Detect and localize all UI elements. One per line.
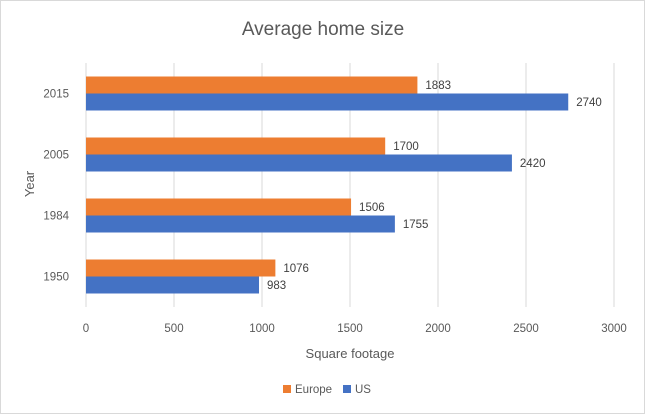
bar-us-2005 — [86, 154, 512, 172]
data-labels: 1883 2740 1700 2420 1506 1755 1076 983 — [267, 80, 602, 292]
chart-title: Average home size — [242, 19, 404, 40]
bar-europe-2015 — [86, 76, 418, 94]
legend-label-europe: Europe — [295, 384, 332, 396]
bar-europe-1984 — [86, 198, 352, 216]
y-tick-label: 1950 — [43, 272, 69, 284]
y-axis-title: Year — [22, 170, 37, 197]
legend-swatch-europe — [283, 385, 291, 393]
x-axis-title: Square footage — [306, 346, 395, 361]
x-tick-label: 2000 — [425, 323, 451, 335]
data-label-us-2015: 2740 — [576, 97, 602, 109]
bar-europe-1950 — [86, 259, 276, 277]
bar-us-2015 — [86, 93, 569, 111]
data-label-us-1984: 1755 — [403, 219, 429, 231]
data-label-us-2005: 2420 — [520, 158, 546, 170]
bar-us-1984 — [86, 215, 395, 233]
y-tick-label: 2015 — [43, 89, 69, 101]
legend: Europe US — [283, 384, 371, 396]
x-tick-label: 3000 — [601, 323, 627, 335]
x-tick-label: 500 — [164, 323, 183, 335]
y-tick-label: 2005 — [43, 150, 69, 162]
x-tick-labels: 0 500 1000 1500 2000 2500 3000 — [83, 323, 627, 335]
legend-label-us: US — [355, 384, 371, 396]
x-tick-label: 1000 — [249, 323, 275, 335]
data-label-us-1950: 983 — [267, 280, 286, 292]
bar-europe-2005 — [86, 137, 386, 155]
x-tick-label: 1500 — [337, 323, 363, 335]
x-tick-label: 2500 — [513, 323, 539, 335]
data-label-europe-1984: 1506 — [359, 202, 385, 214]
data-label-europe-1950: 1076 — [283, 263, 309, 275]
data-label-europe-2015: 1883 — [425, 80, 451, 92]
bars — [86, 76, 569, 294]
legend-swatch-us — [343, 385, 351, 393]
y-tick-labels: 2015 2005 1984 1950 — [43, 89, 69, 284]
bar-us-1950 — [86, 276, 260, 294]
data-label-europe-2005: 1700 — [393, 141, 419, 153]
x-tick-label: 0 — [83, 323, 89, 335]
y-tick-label: 1984 — [43, 211, 69, 223]
